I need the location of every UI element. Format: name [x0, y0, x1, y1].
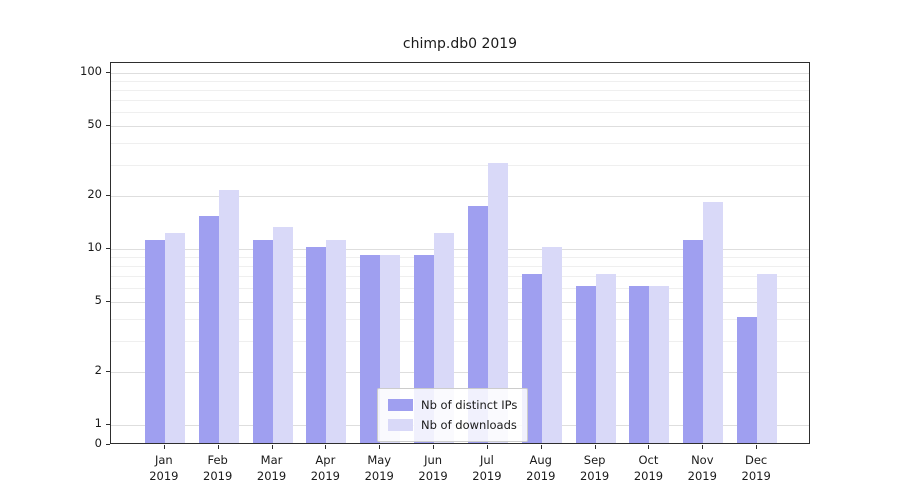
x-tick-mark	[217, 445, 219, 449]
x-tick-label: May 2019	[364, 453, 394, 483]
y-tick-label: 10	[87, 240, 102, 254]
legend-item-distinct-ips: Nb of distinct IPs	[388, 395, 517, 415]
y-tick-mark	[106, 444, 110, 445]
bar-distinct-ips	[683, 239, 704, 443]
x-tick-mark	[163, 445, 165, 449]
x-tick-mark	[379, 445, 381, 449]
bar-downloads	[487, 163, 508, 443]
x-tick-label: Dec 2019	[741, 453, 771, 483]
y-tick-mark	[106, 124, 110, 126]
bar-downloads	[218, 190, 239, 443]
x-tick-mark	[271, 445, 273, 449]
x-tick-mark	[756, 445, 758, 449]
x-tick-label: Mar 2019	[256, 453, 287, 483]
minor-gridline	[111, 143, 809, 145]
x-tick-label: Jul 2019	[472, 453, 502, 483]
x-tick-label: Aug 2019	[526, 453, 556, 483]
x-tick-label: Sep 2019	[579, 453, 610, 483]
plot-area	[110, 62, 810, 444]
minor-gridline	[111, 81, 809, 83]
x-tick-mark	[702, 445, 704, 449]
legend-label-downloads: Nb of downloads	[421, 418, 517, 432]
major-gridline	[111, 301, 809, 303]
major-gridline	[111, 125, 809, 127]
minor-gridline	[111, 341, 809, 343]
minor-gridline	[111, 165, 809, 167]
bar-downloads	[164, 233, 185, 443]
bar-downloads	[541, 247, 562, 443]
bar-downloads	[272, 226, 293, 443]
major-gridline	[111, 73, 809, 74]
major-gridline	[111, 249, 809, 250]
x-tick-label: Oct 2019	[633, 453, 664, 483]
y-tick-label: 5	[94, 292, 102, 307]
bar-downloads	[757, 274, 778, 443]
minor-gridline	[111, 100, 809, 102]
bar-distinct-ips	[144, 239, 165, 443]
bar-downloads	[703, 202, 724, 443]
chart-title: chimp.db0 2019	[402, 36, 518, 52]
legend-swatch-downloads	[388, 419, 413, 431]
minor-gridline	[111, 288, 809, 290]
x-tick-mark	[540, 445, 542, 449]
x-tick-mark	[594, 445, 596, 449]
bar-downloads	[595, 274, 616, 443]
minor-gridline	[111, 257, 809, 259]
major-gridline	[111, 372, 809, 374]
bar-distinct-ips	[467, 206, 488, 443]
y-tick-mark	[106, 72, 110, 73]
legend-swatch-distinct-ips	[388, 399, 413, 411]
y-tick-label: 2	[94, 363, 102, 378]
bar-distinct-ips	[252, 239, 273, 443]
x-tick-label: Apr 2019	[310, 453, 341, 483]
bar-distinct-ips	[198, 216, 219, 443]
bar-downloads	[326, 239, 347, 443]
y-tick-mark	[106, 300, 110, 302]
bar-distinct-ips	[360, 255, 381, 443]
minor-gridline	[111, 319, 809, 321]
x-tick-mark	[325, 445, 327, 449]
y-tick-label: 100	[80, 64, 102, 78]
x-tick-mark	[433, 445, 435, 449]
y-tick-label: 50	[87, 116, 102, 131]
y-tick-mark	[106, 371, 110, 373]
x-tick-label: Jun 2019	[418, 453, 448, 483]
minor-gridline	[111, 90, 809, 92]
x-tick-mark	[486, 445, 488, 449]
legend: Nb of distinct IPs Nb of downloads	[377, 388, 529, 442]
bar-distinct-ips	[737, 317, 758, 443]
bar-downloads	[649, 286, 670, 443]
minor-gridline	[111, 266, 809, 268]
y-tick-mark	[106, 195, 110, 197]
y-tick-label: 1	[94, 416, 102, 430]
x-tick-label: Feb 2019	[203, 453, 233, 483]
bar-distinct-ips	[629, 286, 650, 443]
legend-label-distinct-ips: Nb of distinct IPs	[421, 398, 518, 412]
minor-gridline	[111, 112, 809, 114]
legend-item-downloads: Nb of downloads	[388, 415, 517, 435]
x-tick-label: Jan 2019	[149, 453, 179, 483]
y-tick-label: 0	[94, 436, 102, 450]
x-tick-mark	[648, 445, 650, 449]
y-tick-mark	[106, 248, 110, 249]
bar-distinct-ips	[575, 286, 596, 443]
y-tick-mark	[106, 424, 110, 425]
minor-gridline	[111, 276, 809, 278]
x-tick-label: Nov 2019	[687, 453, 717, 483]
y-tick-label: 20	[87, 187, 102, 202]
bar-distinct-ips	[306, 247, 327, 443]
major-gridline	[111, 196, 809, 198]
